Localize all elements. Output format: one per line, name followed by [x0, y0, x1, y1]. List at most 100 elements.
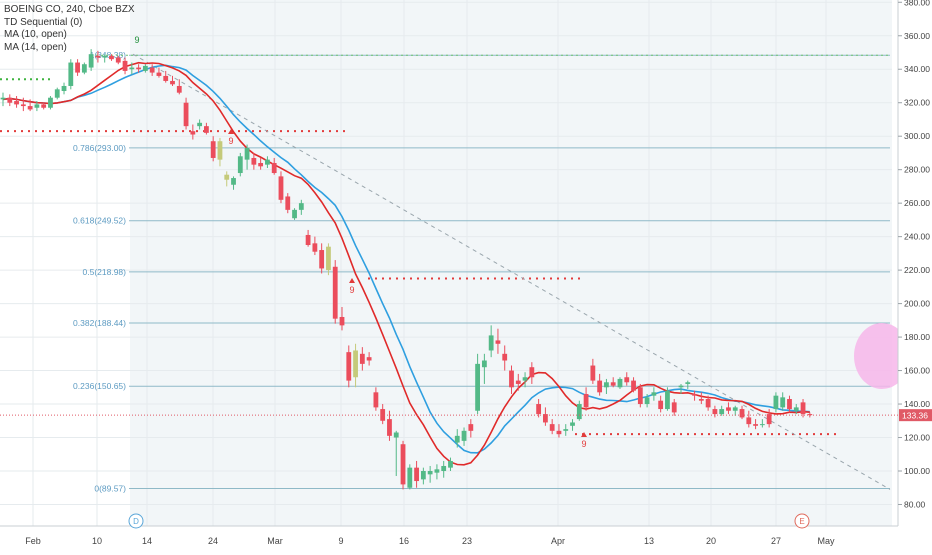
event-marker[interactable]	[128, 513, 144, 529]
candle-body[interactable]	[312, 243, 318, 252]
candle-body[interactable]	[475, 363, 480, 411]
candle-body[interactable]	[88, 54, 94, 68]
candle-body[interactable]	[698, 399, 704, 401]
candle-body[interactable]	[258, 162, 264, 167]
candle-body[interactable]	[217, 141, 223, 160]
candle-body[interactable]	[149, 67, 155, 73]
candle-body[interactable]	[692, 393, 697, 396]
candle-body[interactable]	[549, 424, 555, 431]
candle-body[interactable]	[732, 407, 738, 411]
candle-body[interactable]	[176, 85, 182, 93]
candle-body[interactable]	[461, 430, 467, 441]
candle-body[interactable]	[434, 469, 440, 473]
candle-body[interactable]	[109, 55, 114, 60]
candle-body[interactable]	[807, 414, 813, 416]
candle-body[interactable]	[224, 174, 230, 180]
candle-body[interactable]	[278, 176, 284, 200]
candle-body[interactable]	[298, 203, 304, 210]
candle-body[interactable]	[339, 316, 345, 326]
candle-body[interactable]	[536, 404, 542, 415]
candle-body[interactable]	[359, 353, 365, 364]
candle-body[interactable]	[81, 64, 87, 73]
candle-body[interactable]	[658, 400, 664, 410]
candle-body[interactable]	[800, 402, 806, 415]
candle-body[interactable]	[759, 424, 765, 426]
candle-body[interactable]	[27, 106, 33, 110]
candle-body[interactable]	[163, 75, 169, 81]
candle-body[interactable]	[678, 385, 684, 388]
candle-body[interactable]	[407, 467, 413, 488]
candle-body[interactable]	[780, 397, 786, 408]
candle-body[interactable]	[271, 162, 277, 174]
candle-body[interactable]	[502, 353, 508, 361]
candle-body[interactable]	[292, 209, 297, 219]
candle-body[interactable]	[265, 159, 270, 165]
candle-body[interactable]	[332, 266, 338, 319]
candle-body[interactable]	[95, 55, 101, 58]
candle-body[interactable]	[427, 471, 433, 475]
candle-body[interactable]	[170, 80, 175, 85]
candle-body[interactable]	[237, 156, 243, 174]
ma-14-label[interactable]: MA (14, open)	[4, 41, 67, 53]
candle-body[interactable]	[590, 365, 596, 381]
candle-body[interactable]	[563, 429, 569, 431]
ma-14-line[interactable]	[2, 64, 810, 454]
candle-body[interactable]	[41, 104, 47, 108]
candle-body[interactable]	[326, 246, 331, 271]
candle-body[interactable]	[0, 97, 6, 100]
candle-body[interactable]	[665, 390, 670, 410]
candle-body[interactable]	[556, 430, 562, 435]
candle-body[interactable]	[305, 234, 311, 246]
candle-body[interactable]	[190, 131, 196, 135]
candle-body[interactable]	[48, 97, 53, 108]
candle-body[interactable]	[156, 72, 162, 76]
td-sequential-label[interactable]: TD Sequential (0)	[4, 16, 83, 28]
candle-body[interactable]	[115, 57, 121, 63]
candle-body[interactable]	[387, 419, 392, 436]
candle-body[interactable]	[576, 404, 582, 420]
candle-body[interactable]	[448, 460, 453, 468]
candle-body[interactable]	[20, 104, 26, 107]
candle-body[interactable]	[102, 55, 108, 58]
candle-body[interactable]	[739, 409, 745, 418]
candle-body[interactable]	[644, 397, 650, 405]
ma-10-label[interactable]: MA (10, open)	[4, 29, 67, 40]
candle-body[interactable]	[610, 382, 616, 386]
candle-body[interactable]	[346, 352, 352, 381]
candle-body[interactable]	[366, 357, 372, 361]
candle-body[interactable]	[319, 250, 325, 269]
candle-body[interactable]	[142, 65, 148, 71]
candle-body[interactable]	[604, 382, 609, 388]
candle-body[interactable]	[597, 380, 603, 393]
candle-body[interactable]	[34, 104, 40, 108]
candle-body[interactable]	[468, 424, 474, 431]
candle-body[interactable]	[441, 465, 447, 471]
candle-body[interactable]	[522, 377, 528, 381]
candle-body[interactable]	[583, 393, 589, 408]
ma-10-line[interactable]	[2, 61, 810, 466]
candle-body[interactable]	[509, 370, 514, 388]
candle-body[interactable]	[7, 97, 13, 103]
candle-body[interactable]	[393, 432, 399, 438]
candle-body[interactable]	[197, 122, 203, 127]
candle-body[interactable]	[570, 422, 575, 426]
candle-body[interactable]	[61, 85, 67, 92]
candle-body[interactable]	[671, 402, 677, 413]
candle-body[interactable]	[631, 380, 636, 391]
candle-body[interactable]	[712, 409, 718, 415]
candle-body[interactable]	[543, 414, 548, 423]
candle-body[interactable]	[75, 62, 80, 73]
candle-body[interactable]	[231, 178, 236, 185]
candle-body[interactable]	[651, 392, 657, 396]
candle-body[interactable]	[685, 382, 691, 384]
candle-body[interactable]	[136, 67, 141, 70]
candle-body[interactable]	[373, 392, 379, 408]
candle-body[interactable]	[285, 196, 291, 210]
candle-body[interactable]	[122, 60, 128, 71]
candle-body[interactable]	[746, 417, 752, 425]
candle-body[interactable]	[481, 360, 487, 368]
candle-body[interactable]	[719, 409, 725, 415]
candle-body[interactable]	[637, 387, 643, 405]
candle-body[interactable]	[787, 399, 792, 410]
